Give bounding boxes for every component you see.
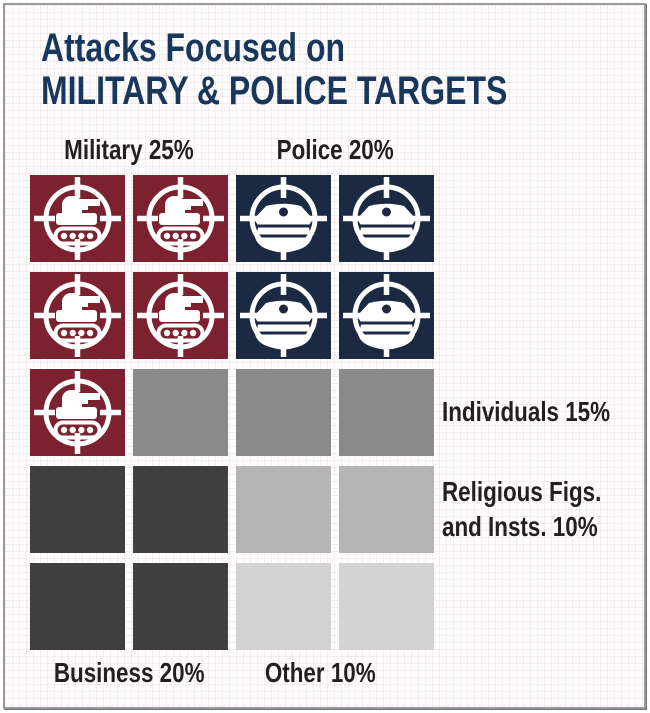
- cell-individuals: [133, 369, 228, 456]
- cell-business: [133, 563, 228, 650]
- cell-military: [30, 369, 125, 456]
- cell-military: [30, 272, 125, 359]
- tank-crosshair-icon: [30, 175, 125, 262]
- tank-crosshair-icon: [133, 175, 228, 262]
- police-cap-crosshair-icon: [339, 175, 434, 262]
- cell-individuals: [236, 369, 331, 456]
- cell-business: [30, 563, 125, 650]
- military-column-label: Military 25%: [64, 134, 194, 165]
- cell-military: [133, 272, 228, 359]
- police-cap-crosshair-icon: [236, 272, 331, 359]
- police-cap-crosshair-icon: [339, 272, 434, 359]
- cell-business: [30, 466, 125, 553]
- tank-crosshair-icon: [30, 369, 125, 456]
- cell-police: [339, 272, 434, 359]
- cell-police: [236, 272, 331, 359]
- cell-religious: [339, 466, 434, 553]
- page-title-line1: Attacks Focused on: [41, 26, 346, 70]
- cell-business: [133, 466, 228, 553]
- individuals-label: Individuals 15%: [442, 396, 611, 428]
- cell-military: [133, 175, 228, 262]
- religious-label: Religious Figs. and Insts. 10%: [442, 476, 602, 542]
- cell-military: [30, 175, 125, 262]
- cell-individuals: [339, 369, 434, 456]
- page-title: Attacks Focused on MILITARY & POLICE TAR…: [41, 26, 508, 114]
- business-column-label: Business 20%: [53, 657, 205, 688]
- tank-crosshair-icon: [133, 272, 228, 359]
- cell-police: [236, 175, 331, 262]
- cell-other: [236, 563, 331, 650]
- other-column-label: Other 10%: [264, 657, 376, 688]
- cell-religious: [236, 466, 331, 553]
- police-cap-crosshair-icon: [236, 175, 331, 262]
- infographic-frame: Attacks Focused on MILITARY & POLICE TAR…: [3, 3, 646, 709]
- cell-other: [339, 563, 434, 650]
- pictograph-grid: [30, 175, 434, 650]
- police-column-label: Police 20%: [276, 134, 394, 165]
- cell-police: [339, 175, 434, 262]
- page-title-line2: MILITARY & POLICE TARGETS: [41, 69, 508, 114]
- tank-crosshair-icon: [30, 272, 125, 359]
